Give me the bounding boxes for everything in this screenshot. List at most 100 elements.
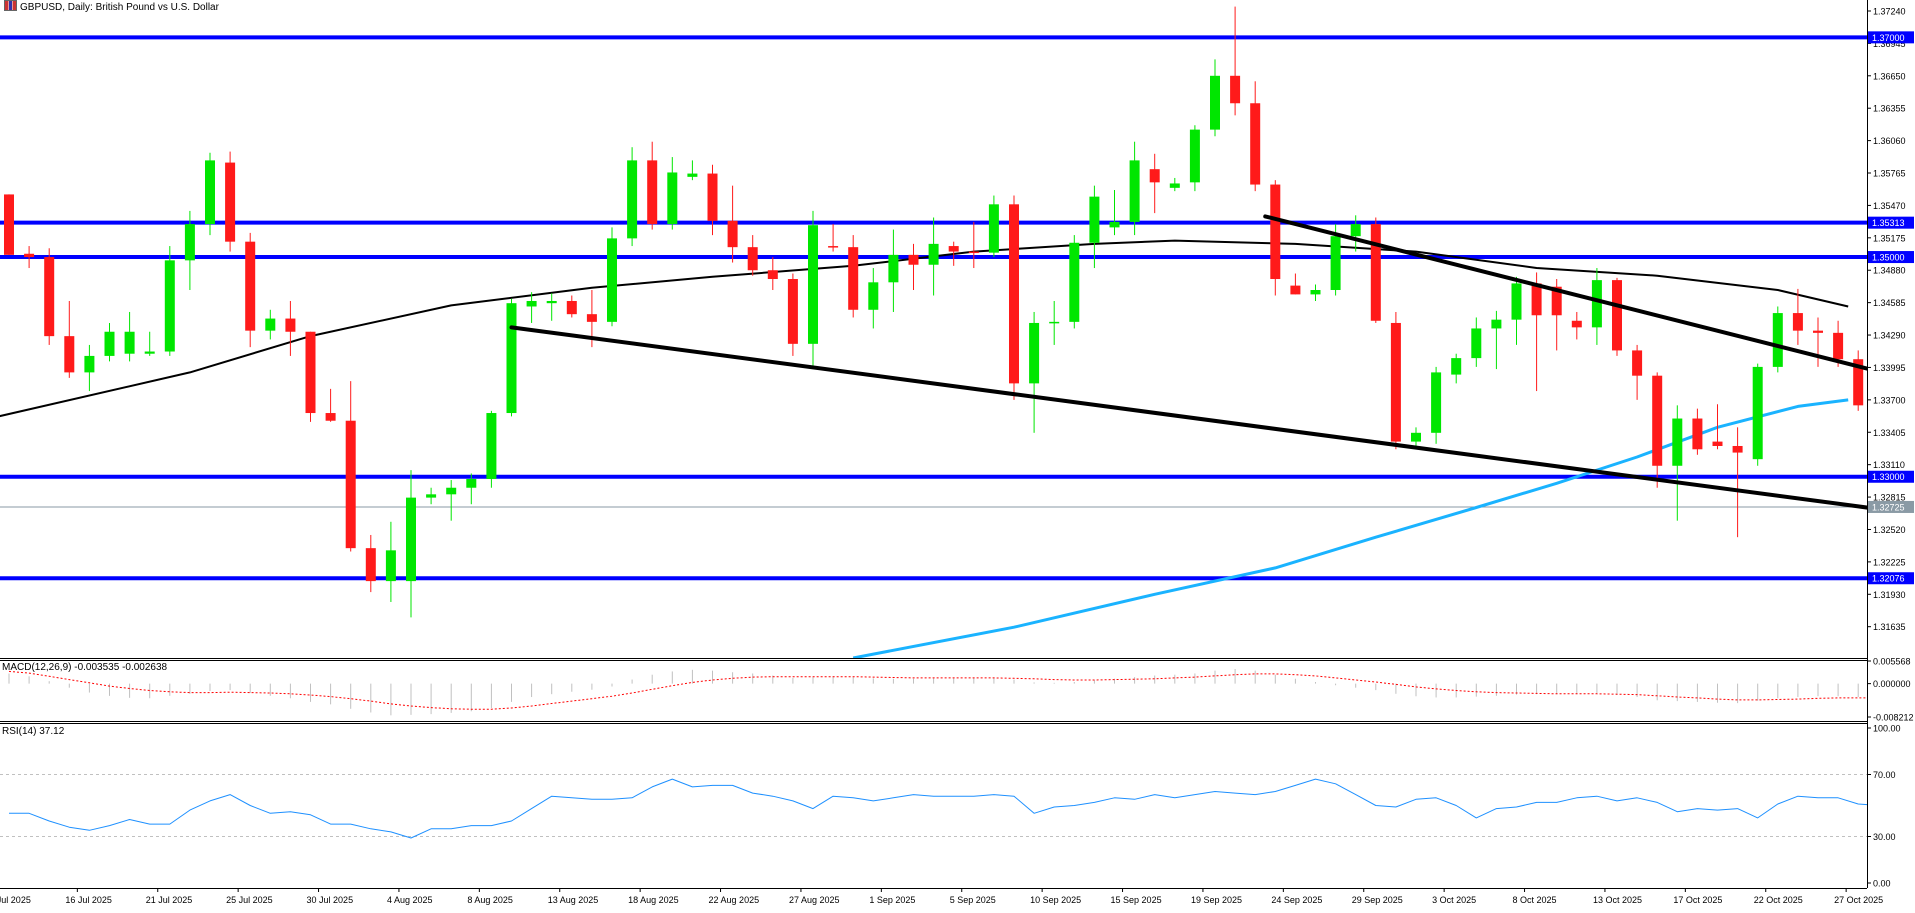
- candle-body: [929, 244, 939, 265]
- candle-body: [1089, 197, 1099, 243]
- candle-body: [989, 204, 999, 252]
- macd-layer: [9, 669, 1915, 715]
- trendlines-layer: [512, 216, 1915, 525]
- date-tick-label: 8 Aug 2025: [467, 895, 513, 905]
- date-tick-label: 17 Oct 2025: [1673, 895, 1722, 905]
- candle-body: [1512, 283, 1522, 319]
- candle-body: [808, 225, 818, 344]
- price-tick-label: 1.31635: [1873, 622, 1906, 632]
- date-tick-label: 22 Oct 2025: [1754, 895, 1803, 905]
- candle-body: [567, 301, 577, 314]
- date-tick-label: 22 Aug 2025: [709, 895, 760, 905]
- chart-header: GBPUSD, Daily: British Pound vs U.S. Dol…: [4, 0, 219, 13]
- rsi-line: [9, 779, 1915, 838]
- candle-body: [768, 270, 778, 279]
- candle-body: [1170, 183, 1180, 187]
- candle-body: [446, 488, 456, 495]
- candle-body: [868, 282, 878, 309]
- price-tick-label: 1.35175: [1873, 233, 1906, 243]
- rsi-layer: [0, 775, 1915, 839]
- candle-body: [1572, 321, 1582, 328]
- candle-body: [406, 498, 416, 581]
- candle-body: [1612, 280, 1622, 350]
- candle-body: [44, 257, 54, 336]
- candle-body: [788, 279, 798, 344]
- candle-body: [205, 160, 215, 224]
- date-tick-label: 30 Jul 2025: [307, 895, 354, 905]
- candle-body: [1813, 331, 1823, 333]
- candle-body: [1692, 419, 1702, 450]
- candle-body: [4, 194, 14, 254]
- candle-body: [1250, 103, 1260, 184]
- candle-body: [1431, 372, 1441, 432]
- candle-body: [728, 221, 738, 247]
- frame-layer: [0, 0, 1868, 889]
- candle-body: [1391, 323, 1401, 442]
- candle-body: [165, 260, 175, 351]
- candle-body: [1773, 313, 1783, 367]
- price-tick-label: 1.34585: [1873, 298, 1906, 308]
- candle-body: [185, 224, 195, 260]
- candle-body: [1491, 320, 1501, 329]
- candle-body: [527, 301, 537, 306]
- date-tick-label: 3 Oct 2025: [1432, 895, 1476, 905]
- candle-body: [687, 174, 697, 177]
- candle-body: [507, 303, 517, 413]
- chart-symbol-title: GBPUSD, Daily: British Pound vs U.S. Dol…: [20, 2, 219, 13]
- date-tick-label: 1 Sep 2025: [869, 895, 915, 905]
- rsi-tick-label: 30.00: [1873, 832, 1896, 842]
- level-price-label: 1.33000: [1872, 472, 1905, 482]
- price-tick-label: 1.34880: [1873, 266, 1906, 276]
- candle-body: [848, 247, 858, 310]
- candle-body: [1672, 419, 1682, 466]
- date-tick-label: 18 Aug 2025: [628, 895, 679, 905]
- candle-body: [346, 421, 356, 548]
- candle-body: [1270, 185, 1280, 279]
- macd-tick-label: -0.008212: [1873, 713, 1914, 723]
- candle-body: [1069, 243, 1079, 322]
- macd-signal-line: [9, 671, 1915, 709]
- current-price-label: 1.32725: [1872, 502, 1905, 512]
- candle-body: [828, 246, 838, 248]
- date-tick-label: 25 Jul 2025: [226, 895, 273, 905]
- candle-body: [1411, 433, 1421, 442]
- level-price-label: 1.37000: [1872, 33, 1905, 43]
- candle-body: [1371, 224, 1381, 321]
- price-tick-label: 1.37240: [1873, 6, 1906, 16]
- candle-body: [1110, 222, 1120, 227]
- candle-body: [466, 479, 476, 488]
- candle-body: [285, 319, 295, 332]
- price-tick-label: 1.35470: [1873, 201, 1906, 211]
- horizontal-levels-layer: [0, 37, 1867, 578]
- candle-body: [1532, 283, 1542, 315]
- candle-body: [1753, 367, 1763, 459]
- price-tick-label: 1.33405: [1873, 428, 1906, 438]
- candle-body: [1733, 446, 1743, 453]
- candle-body: [1652, 376, 1662, 466]
- price-tick-label: 1.33110: [1873, 460, 1905, 470]
- candle-body: [708, 174, 718, 221]
- date-tick-label: 27 Aug 2025: [789, 895, 840, 905]
- candle-body: [1009, 204, 1019, 383]
- candle-body: [1311, 290, 1321, 294]
- candle-body: [225, 163, 235, 242]
- macd-indicator-label: MACD(12,26,9) -0.003535 -0.002638: [2, 662, 167, 673]
- candle-body: [1190, 130, 1200, 183]
- date-tick-label: 24 Sep 2025: [1271, 895, 1322, 905]
- macd-tick-label: 0.000000: [1873, 679, 1911, 689]
- candle-body: [64, 336, 74, 372]
- level-price-label: 1.32076: [1872, 574, 1905, 584]
- candle-body: [1049, 322, 1059, 324]
- candle-body: [969, 252, 979, 254]
- date-tick-label: 8 Oct 2025: [1513, 895, 1557, 905]
- candle-body: [909, 255, 919, 265]
- symbol-icon: [4, 0, 17, 11]
- candle-body: [647, 160, 657, 224]
- price-tick-label: 1.36060: [1873, 136, 1906, 146]
- candle-body: [1331, 236, 1341, 290]
- candle-body: [1351, 224, 1361, 236]
- date-tick-label: 5 Sep 2025: [950, 895, 996, 905]
- rsi-tick-label: 100.00: [1873, 724, 1901, 734]
